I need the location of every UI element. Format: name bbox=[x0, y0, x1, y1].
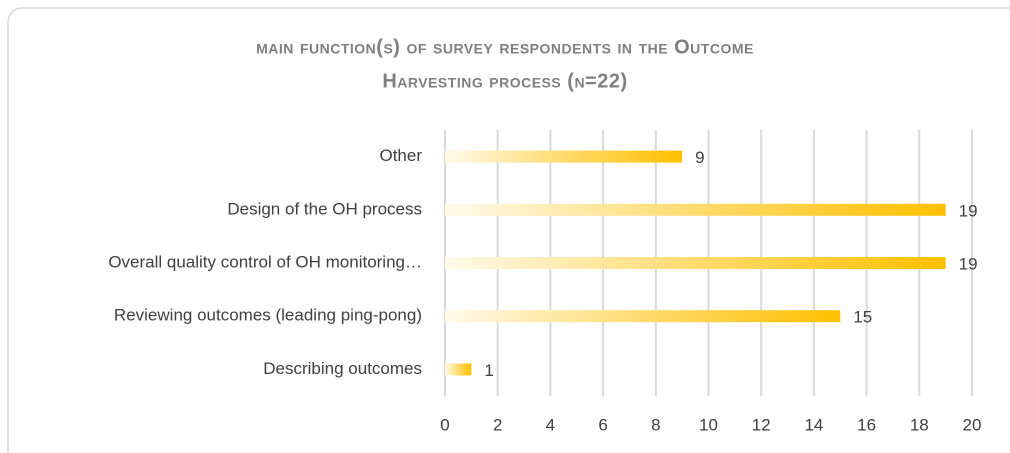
data-label: 1 bbox=[484, 361, 493, 380]
y-tick-label: Describing outcomes bbox=[263, 359, 422, 378]
x-tick-label: 2 bbox=[493, 415, 502, 434]
bar bbox=[445, 363, 472, 376]
bar bbox=[445, 310, 841, 323]
bar bbox=[445, 150, 683, 163]
data-label: 19 bbox=[959, 201, 978, 220]
data-label: 9 bbox=[695, 148, 704, 167]
x-tick-label: 14 bbox=[804, 415, 823, 434]
y-tick-label: Overall quality control of OH monitoring… bbox=[108, 252, 422, 271]
data-label: 15 bbox=[853, 308, 872, 327]
x-tick-label: 0 bbox=[440, 415, 449, 434]
x-tick-label: 20 bbox=[963, 415, 982, 434]
x-tick-label: 18 bbox=[910, 415, 929, 434]
x-tick-label: 8 bbox=[651, 415, 660, 434]
y-tick-label: Reviewing outcomes (leading ping-pong) bbox=[114, 306, 422, 325]
chart-frame bbox=[7, 7, 1010, 453]
chart-title: main function(s) of survey respondents i… bbox=[256, 36, 754, 58]
bar bbox=[445, 257, 946, 269]
bar bbox=[445, 203, 946, 216]
y-tick-label: Design of the OH process bbox=[227, 199, 422, 218]
chart-title: Harvesting process (n=22) bbox=[382, 70, 627, 92]
data-label: 19 bbox=[959, 254, 978, 273]
x-tick-label: 10 bbox=[699, 415, 718, 434]
x-tick-label: 6 bbox=[598, 415, 607, 434]
y-tick-label: Other bbox=[379, 146, 422, 165]
x-tick-label: 16 bbox=[857, 415, 876, 434]
x-tick-label: 4 bbox=[546, 415, 555, 434]
x-tick-label: 12 bbox=[752, 415, 771, 434]
